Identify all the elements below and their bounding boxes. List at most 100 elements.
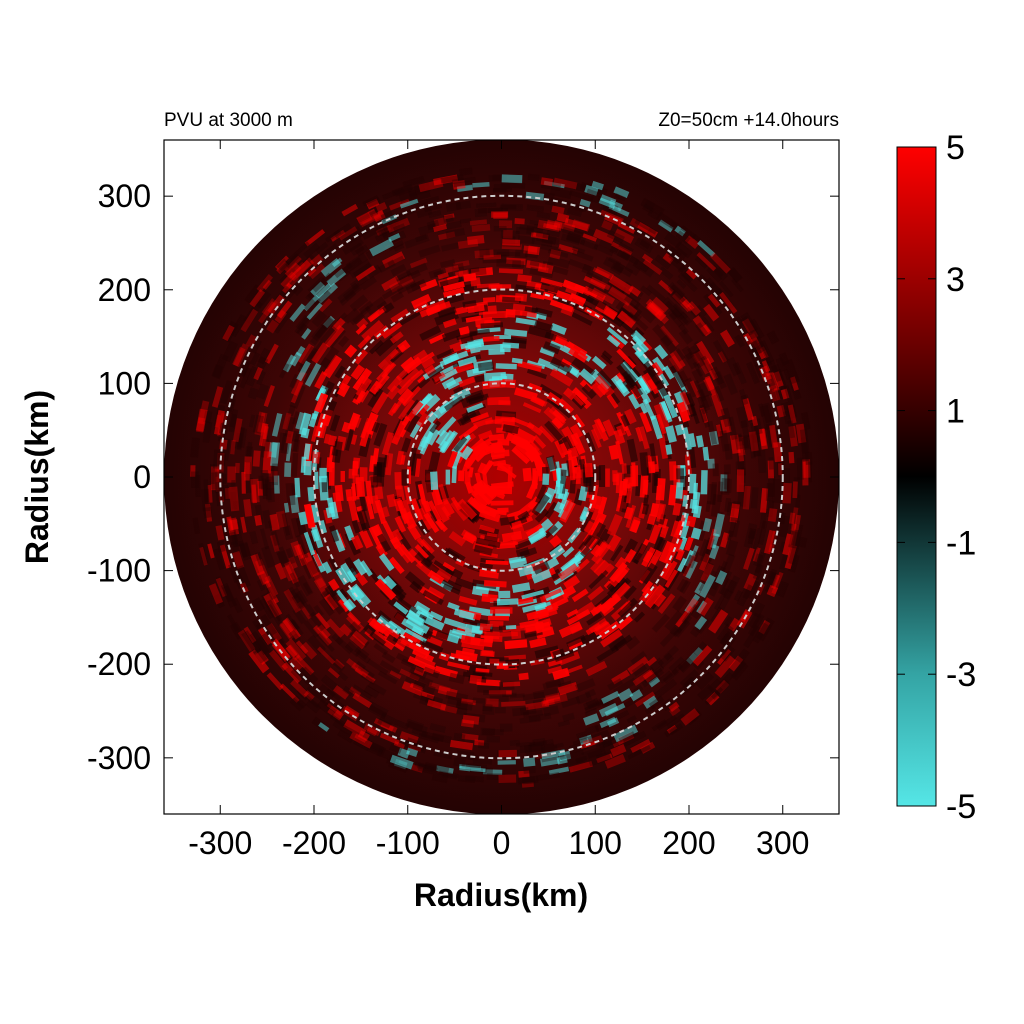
field-cell	[382, 520, 397, 545]
field-cell	[584, 708, 598, 717]
field-cell	[280, 432, 292, 454]
field-cell	[408, 667, 428, 681]
field-cell	[571, 387, 588, 403]
field-cell	[761, 402, 774, 424]
field-cell	[684, 377, 699, 398]
field-cell	[361, 223, 386, 240]
field-cell	[414, 544, 430, 560]
field-cell	[562, 712, 575, 722]
field-cell	[584, 698, 609, 714]
field-cell	[719, 292, 738, 314]
field-cell	[572, 246, 586, 254]
field-cell	[388, 198, 410, 211]
field-cell	[724, 497, 731, 512]
field-cell	[344, 556, 358, 573]
field-cell	[668, 355, 684, 372]
field-cell	[216, 576, 226, 591]
field-cell	[779, 541, 787, 553]
field-cell	[510, 336, 527, 344]
field-cell	[298, 511, 309, 526]
field-cell	[664, 610, 684, 632]
field-disk	[164, 140, 839, 814]
field-cell	[758, 428, 767, 447]
field-cell	[662, 365, 675, 380]
field-cell	[603, 746, 619, 756]
field-cell	[243, 498, 253, 517]
field-cell	[693, 350, 712, 375]
field-cell	[606, 576, 628, 599]
field-cell	[727, 575, 741, 594]
field-cell	[428, 333, 446, 345]
field-cell	[241, 471, 246, 494]
field-cell	[626, 715, 637, 724]
field-cell	[373, 643, 389, 656]
field-cell	[345, 727, 370, 745]
field-cell	[266, 604, 283, 626]
field-cell	[351, 520, 361, 534]
field-cell	[546, 219, 563, 231]
field-cell	[275, 546, 290, 567]
field-cell	[423, 663, 436, 675]
field-cell	[230, 521, 244, 547]
field-cell	[716, 426, 723, 438]
field-cell	[546, 227, 561, 238]
field-cell	[470, 267, 494, 277]
field-cell	[710, 533, 720, 549]
field-cell	[710, 494, 722, 518]
field-cell	[291, 284, 304, 296]
field-cell	[751, 432, 762, 457]
field-cell	[610, 744, 627, 757]
field-cell	[292, 430, 300, 443]
field-cell	[668, 253, 680, 265]
field-cell	[545, 692, 561, 702]
field-cell	[243, 626, 257, 644]
field-cell	[230, 439, 236, 455]
field-cell	[229, 622, 245, 640]
field-cell	[458, 470, 465, 482]
field-cell	[628, 255, 650, 273]
field-cell	[344, 641, 362, 658]
field-cell	[451, 628, 476, 639]
field-cell	[558, 651, 581, 666]
field-cell	[271, 412, 283, 437]
field-cell	[519, 705, 537, 716]
field-cell	[693, 380, 707, 402]
field-cell	[434, 665, 458, 679]
field-cell	[594, 266, 614, 281]
colorbar-tick-label: -3	[946, 656, 976, 694]
field-cell	[648, 671, 661, 684]
field-cell	[643, 665, 665, 683]
field-cell	[533, 223, 551, 231]
field-cell	[221, 320, 239, 343]
field-cell	[249, 351, 261, 366]
field-cell	[678, 329, 694, 345]
field-cell	[393, 718, 410, 730]
field-cell	[211, 364, 223, 379]
field-cell	[303, 242, 321, 259]
field-cell	[706, 483, 717, 505]
field-cell	[236, 426, 245, 451]
colorbar-tick-label: 3	[946, 261, 965, 299]
field-cell	[191, 471, 199, 488]
field-cell	[427, 209, 442, 219]
field-cell	[421, 691, 435, 700]
field-cell	[391, 528, 404, 542]
field-cell	[641, 580, 654, 594]
field-cell	[381, 431, 395, 456]
field-cell	[426, 219, 440, 231]
field-cell	[403, 485, 412, 505]
field-cell	[526, 226, 544, 236]
field-cell	[355, 244, 370, 257]
field-cell	[346, 658, 360, 671]
field-cell	[639, 376, 652, 393]
field-cell	[557, 720, 571, 728]
field-cell	[572, 223, 595, 238]
field-cell	[502, 681, 521, 687]
field-cell	[448, 531, 467, 547]
field-cell	[569, 423, 584, 440]
field-cell	[635, 426, 644, 442]
field-cell	[440, 174, 464, 184]
field-cell	[704, 375, 718, 396]
field-cell	[712, 463, 719, 477]
